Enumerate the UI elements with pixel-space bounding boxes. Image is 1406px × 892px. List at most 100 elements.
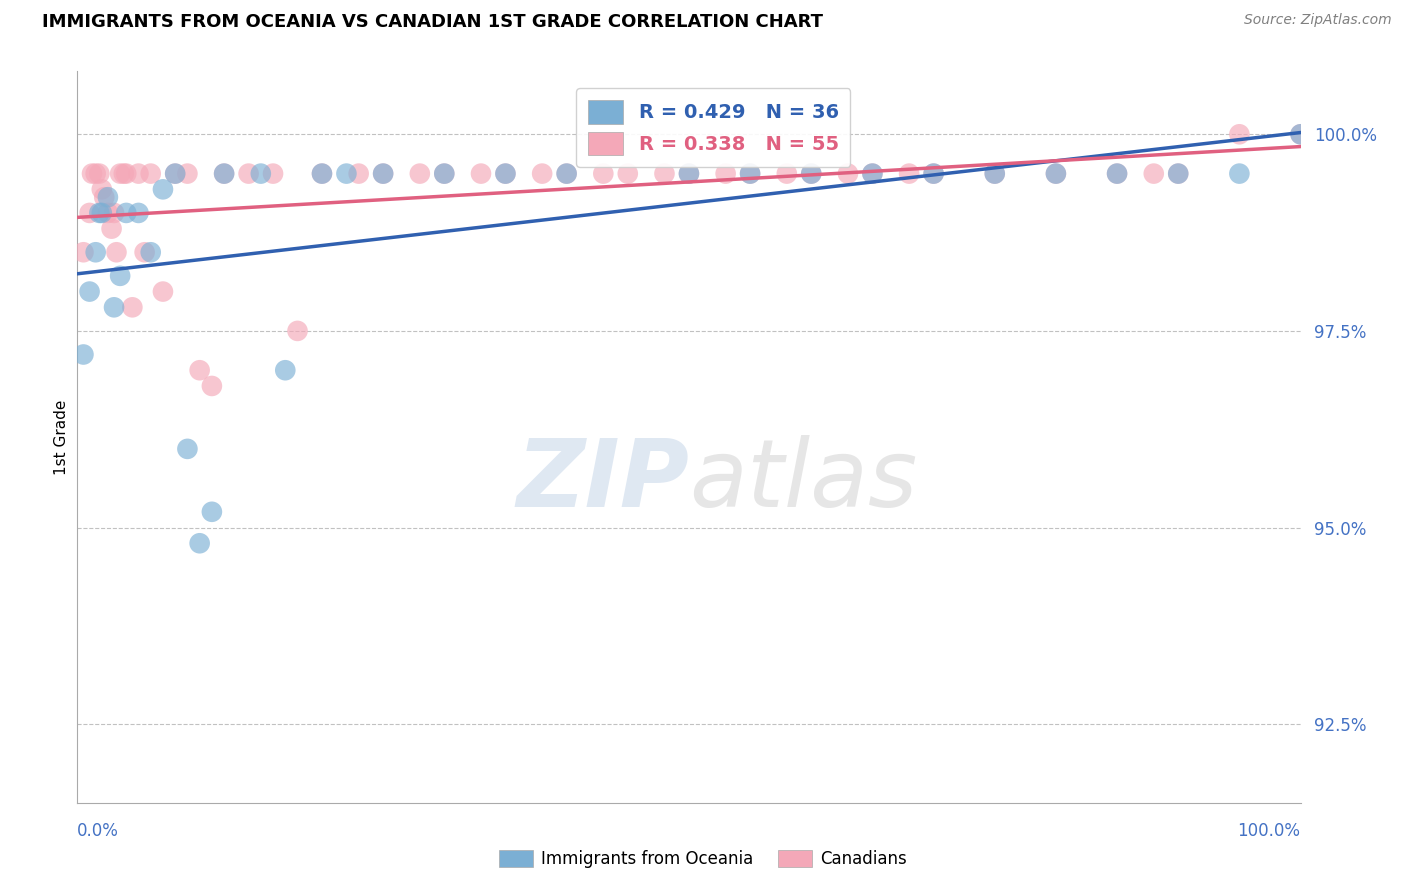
Point [433, 167, 456, 181]
Point [165, 167, 187, 181]
Point [678, 167, 700, 181]
Point [898, 167, 921, 181]
Point [837, 167, 859, 181]
Point [617, 167, 640, 181]
Point [72, 347, 94, 361]
Point [371, 167, 394, 181]
Point [139, 245, 162, 260]
Point [262, 167, 284, 181]
Y-axis label: 1st Grade: 1st Grade [53, 400, 69, 475]
Point [274, 363, 297, 377]
Point [1107, 167, 1129, 181]
Point [740, 167, 762, 181]
Point [105, 245, 128, 260]
Legend: Immigrants from Oceania, Canadians: Immigrants from Oceania, Canadians [492, 843, 914, 875]
Point [776, 167, 799, 181]
Point [800, 167, 823, 181]
Point [592, 167, 614, 181]
Point [165, 167, 187, 181]
Point [984, 167, 1007, 181]
Point [800, 167, 823, 181]
Point [433, 167, 456, 181]
Point [80, 167, 103, 181]
Point [1167, 167, 1189, 181]
Point [115, 206, 138, 220]
Point [115, 167, 138, 181]
Point [97, 190, 120, 204]
Point [89, 167, 111, 181]
Text: Source: ZipAtlas.com: Source: ZipAtlas.com [1244, 13, 1392, 28]
Text: ZIP: ZIP [516, 435, 689, 527]
Point [139, 167, 162, 181]
Point [212, 167, 235, 181]
Point [1107, 167, 1129, 181]
Point [1229, 128, 1251, 142]
Point [531, 167, 554, 181]
Point [84, 245, 107, 260]
Point [250, 167, 273, 181]
Point [678, 167, 700, 181]
Point [654, 167, 676, 181]
Point [287, 324, 309, 338]
Point [108, 268, 131, 283]
Text: IMMIGRANTS FROM OCEANIA VS CANADIAN 1ST GRADE CORRELATION CHART: IMMIGRANTS FROM OCEANIA VS CANADIAN 1ST … [42, 13, 823, 31]
Point [100, 221, 122, 235]
Point [238, 167, 260, 181]
Point [201, 505, 224, 519]
Point [176, 442, 198, 456]
Point [1289, 128, 1312, 142]
Point [862, 167, 884, 181]
Point [335, 167, 357, 181]
Point [212, 167, 235, 181]
Point [1167, 167, 1189, 181]
Point [714, 167, 737, 181]
Point [188, 536, 211, 550]
Point [495, 167, 517, 181]
Point [134, 245, 156, 260]
Point [311, 167, 333, 181]
Point [84, 167, 107, 181]
Text: atlas: atlas [689, 435, 917, 526]
Point [201, 379, 224, 393]
Point [311, 167, 333, 181]
Point [495, 167, 517, 181]
Point [112, 167, 135, 181]
Point [127, 206, 149, 220]
Point [1045, 167, 1067, 181]
Point [555, 167, 578, 181]
Text: 100.0%: 100.0% [1237, 822, 1301, 840]
Point [152, 285, 174, 299]
Point [862, 167, 884, 181]
Point [1289, 128, 1312, 142]
Point [79, 285, 101, 299]
Point [108, 167, 131, 181]
Point [188, 363, 211, 377]
Point [1229, 167, 1251, 181]
Point [347, 167, 370, 181]
Point [409, 167, 432, 181]
Point [984, 167, 1007, 181]
Point [72, 245, 94, 260]
Point [89, 206, 111, 220]
Point [79, 206, 101, 220]
Point [1045, 167, 1067, 181]
Point [103, 206, 125, 220]
Point [1143, 167, 1166, 181]
Point [555, 167, 578, 181]
Point [127, 167, 149, 181]
Point [103, 301, 125, 315]
Point [90, 206, 112, 220]
Text: 0.0%: 0.0% [77, 822, 120, 840]
Point [152, 182, 174, 196]
Point [90, 182, 112, 196]
Point [740, 167, 762, 181]
Point [922, 167, 945, 181]
Point [93, 190, 115, 204]
Point [176, 167, 198, 181]
Point [121, 301, 143, 315]
Point [922, 167, 945, 181]
Legend: R = 0.429   N = 36, R = 0.338   N = 55: R = 0.429 N = 36, R = 0.338 N = 55 [576, 88, 851, 167]
Point [371, 167, 394, 181]
Point [470, 167, 492, 181]
Point [97, 206, 120, 220]
